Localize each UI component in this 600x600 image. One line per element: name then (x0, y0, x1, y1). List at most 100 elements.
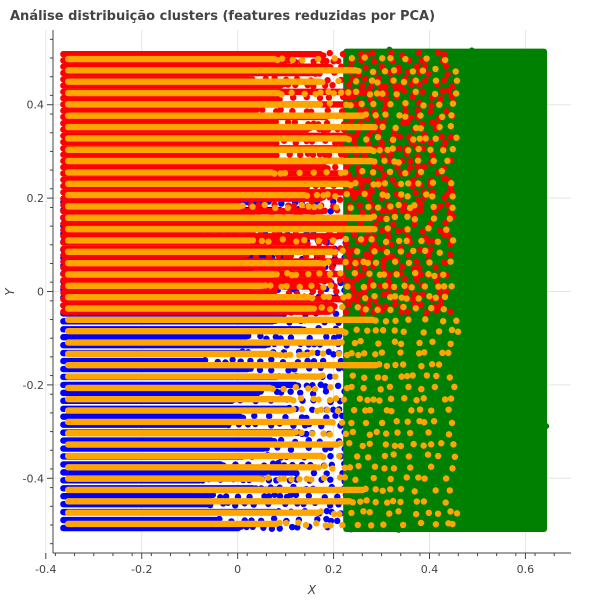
scatter-point (401, 282, 408, 289)
scatter-point (431, 90, 439, 98)
scatter-point (466, 327, 473, 334)
scatter-point (454, 328, 462, 335)
scatter-point (520, 49, 527, 56)
scatter-point (387, 486, 394, 493)
scatter-point (308, 476, 315, 483)
scatter-point (370, 282, 377, 289)
scatter-point (389, 497, 397, 505)
scatter-point-band (64, 350, 277, 358)
scatter-point (447, 133, 455, 141)
scatter-point (369, 50, 376, 57)
scatter-point-band (64, 305, 314, 312)
scatter-point (342, 329, 349, 336)
scatter-point (386, 294, 394, 301)
scatter-point (453, 510, 461, 517)
scatter-point (393, 271, 400, 278)
scatter-point (352, 179, 359, 187)
scatter-point (347, 102, 354, 109)
scatter-point (402, 289, 410, 296)
scatter-point (278, 55, 286, 62)
scatter-point-band (64, 441, 341, 448)
scatter-point (436, 249, 443, 256)
scatter-point (216, 515, 223, 523)
scatter-point (420, 498, 428, 505)
scatter-point (471, 410, 478, 417)
scatter-point (448, 361, 455, 368)
scatter-point (426, 259, 433, 266)
scatter-point (317, 508, 325, 515)
scatter-point (348, 350, 355, 357)
scatter-point (460, 313, 467, 320)
scatter-point (317, 89, 324, 96)
scatter-point (320, 430, 327, 437)
scatter-point (426, 108, 434, 115)
scatter-point (360, 264, 368, 271)
scatter-point (326, 431, 334, 438)
scatter-point (467, 410, 474, 417)
scatter-point (446, 374, 454, 381)
scatter-point (428, 102, 435, 109)
scatter-point (389, 176, 396, 183)
scatter-point (293, 470, 300, 477)
scatter-point (382, 515, 389, 522)
scatter-point (468, 113, 475, 120)
scatter-point (308, 282, 315, 289)
scatter-point (446, 251, 454, 258)
scatter-point (326, 270, 334, 278)
scatter-point (532, 381, 539, 388)
scatter-point (321, 238, 329, 245)
scatter-point-band (64, 339, 342, 346)
scatter-point (369, 68, 377, 76)
scatter-point (292, 271, 300, 279)
scatter-point (508, 342, 515, 349)
scatter-point (451, 459, 458, 466)
scatter-point (509, 236, 516, 243)
scatter-point (405, 458, 412, 465)
scatter-point (305, 203, 312, 210)
scatter-point (404, 193, 411, 200)
scatter-point (458, 225, 465, 232)
scatter-point (310, 395, 317, 402)
scatter-point (319, 372, 326, 379)
scatter-point (462, 269, 469, 276)
scatter-point (445, 87, 453, 94)
scatter-point (382, 238, 390, 246)
scatter-point (273, 140, 280, 147)
scatter-point (301, 90, 308, 98)
scatter-point (384, 146, 391, 154)
scatter-point (419, 67, 427, 74)
scatter-point (452, 68, 459, 75)
scatter-point (448, 93, 455, 100)
scatter-point (376, 397, 383, 404)
scatter-point (445, 232, 452, 239)
scatter-point (371, 158, 378, 165)
scatter-point (350, 406, 358, 414)
scatter-point (303, 430, 310, 438)
scatter-point (517, 490, 524, 497)
scatter-point (325, 88, 332, 96)
scatter-point (536, 433, 543, 440)
scatter-point (371, 292, 378, 300)
scatter-point (449, 465, 456, 472)
scatter-point (288, 89, 295, 96)
scatter-point (524, 298, 531, 305)
scatter-point (406, 429, 414, 437)
scatter-point (401, 395, 408, 402)
scatter-point (400, 328, 407, 335)
scatter-point (420, 442, 427, 449)
scatter-point (363, 497, 370, 504)
scatter-point (399, 207, 406, 214)
scatter-point (438, 113, 446, 121)
scatter-point (430, 417, 438, 425)
scatter-point (345, 94, 352, 101)
scatter-point (351, 339, 359, 347)
scatter-point (429, 393, 436, 400)
scatter-point (402, 99, 409, 107)
scatter-point (508, 272, 515, 279)
scatter-point (404, 418, 411, 425)
scatter-point-band (60, 389, 261, 397)
scatter-point (439, 317, 447, 325)
scatter-point (267, 282, 274, 289)
scatter-point (447, 122, 454, 130)
scatter-point (377, 164, 384, 172)
